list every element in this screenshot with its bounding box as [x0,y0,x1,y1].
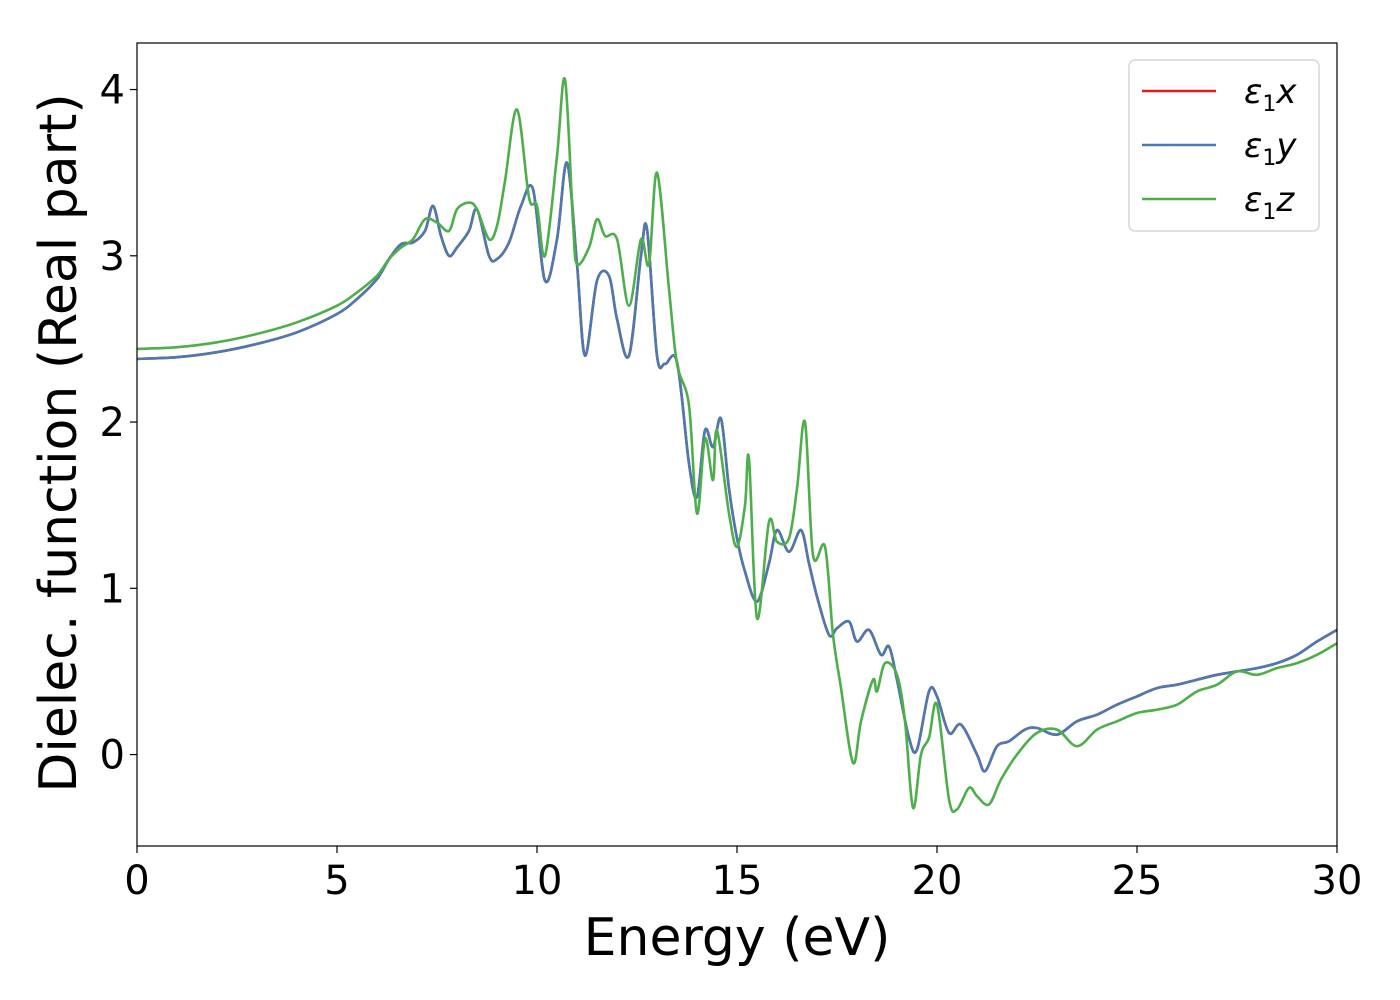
legend-box [1128,59,1320,232]
x-tick-label: 10 [512,858,563,904]
y-tick-label: 1 [100,566,125,612]
legend-label-y: ε1y [1244,126,1297,171]
y-tick-label: 0 [100,733,125,779]
x-tick-label: 30 [1312,858,1363,904]
axes: 0 5 10 15 20 25 30 0 1 2 3 4 [100,42,1363,904]
x-tick-label: 0 [124,858,149,904]
x-tick-label: 5 [324,858,349,904]
x-tick-label: 25 [1112,858,1163,904]
x-axis-label: Energy (eV) [584,908,891,968]
y-tick-label: 3 [100,234,125,280]
x-tick-label: 15 [712,858,763,904]
series-line-z [137,76,1337,814]
x-tick-label: 20 [912,858,963,904]
legend-label-x: ε1x [1244,72,1297,117]
plot-area [137,76,1337,814]
series-line-y [137,161,1337,773]
legend: ε1x ε1y ε1z [1128,59,1320,232]
y-axis-label: Dielec. function (Real part) [29,93,89,792]
legend-label-z: ε1z [1244,180,1295,225]
series-line-x [137,161,1337,773]
y-tick-label: 2 [100,400,125,446]
y-tick-label: 4 [100,68,125,114]
